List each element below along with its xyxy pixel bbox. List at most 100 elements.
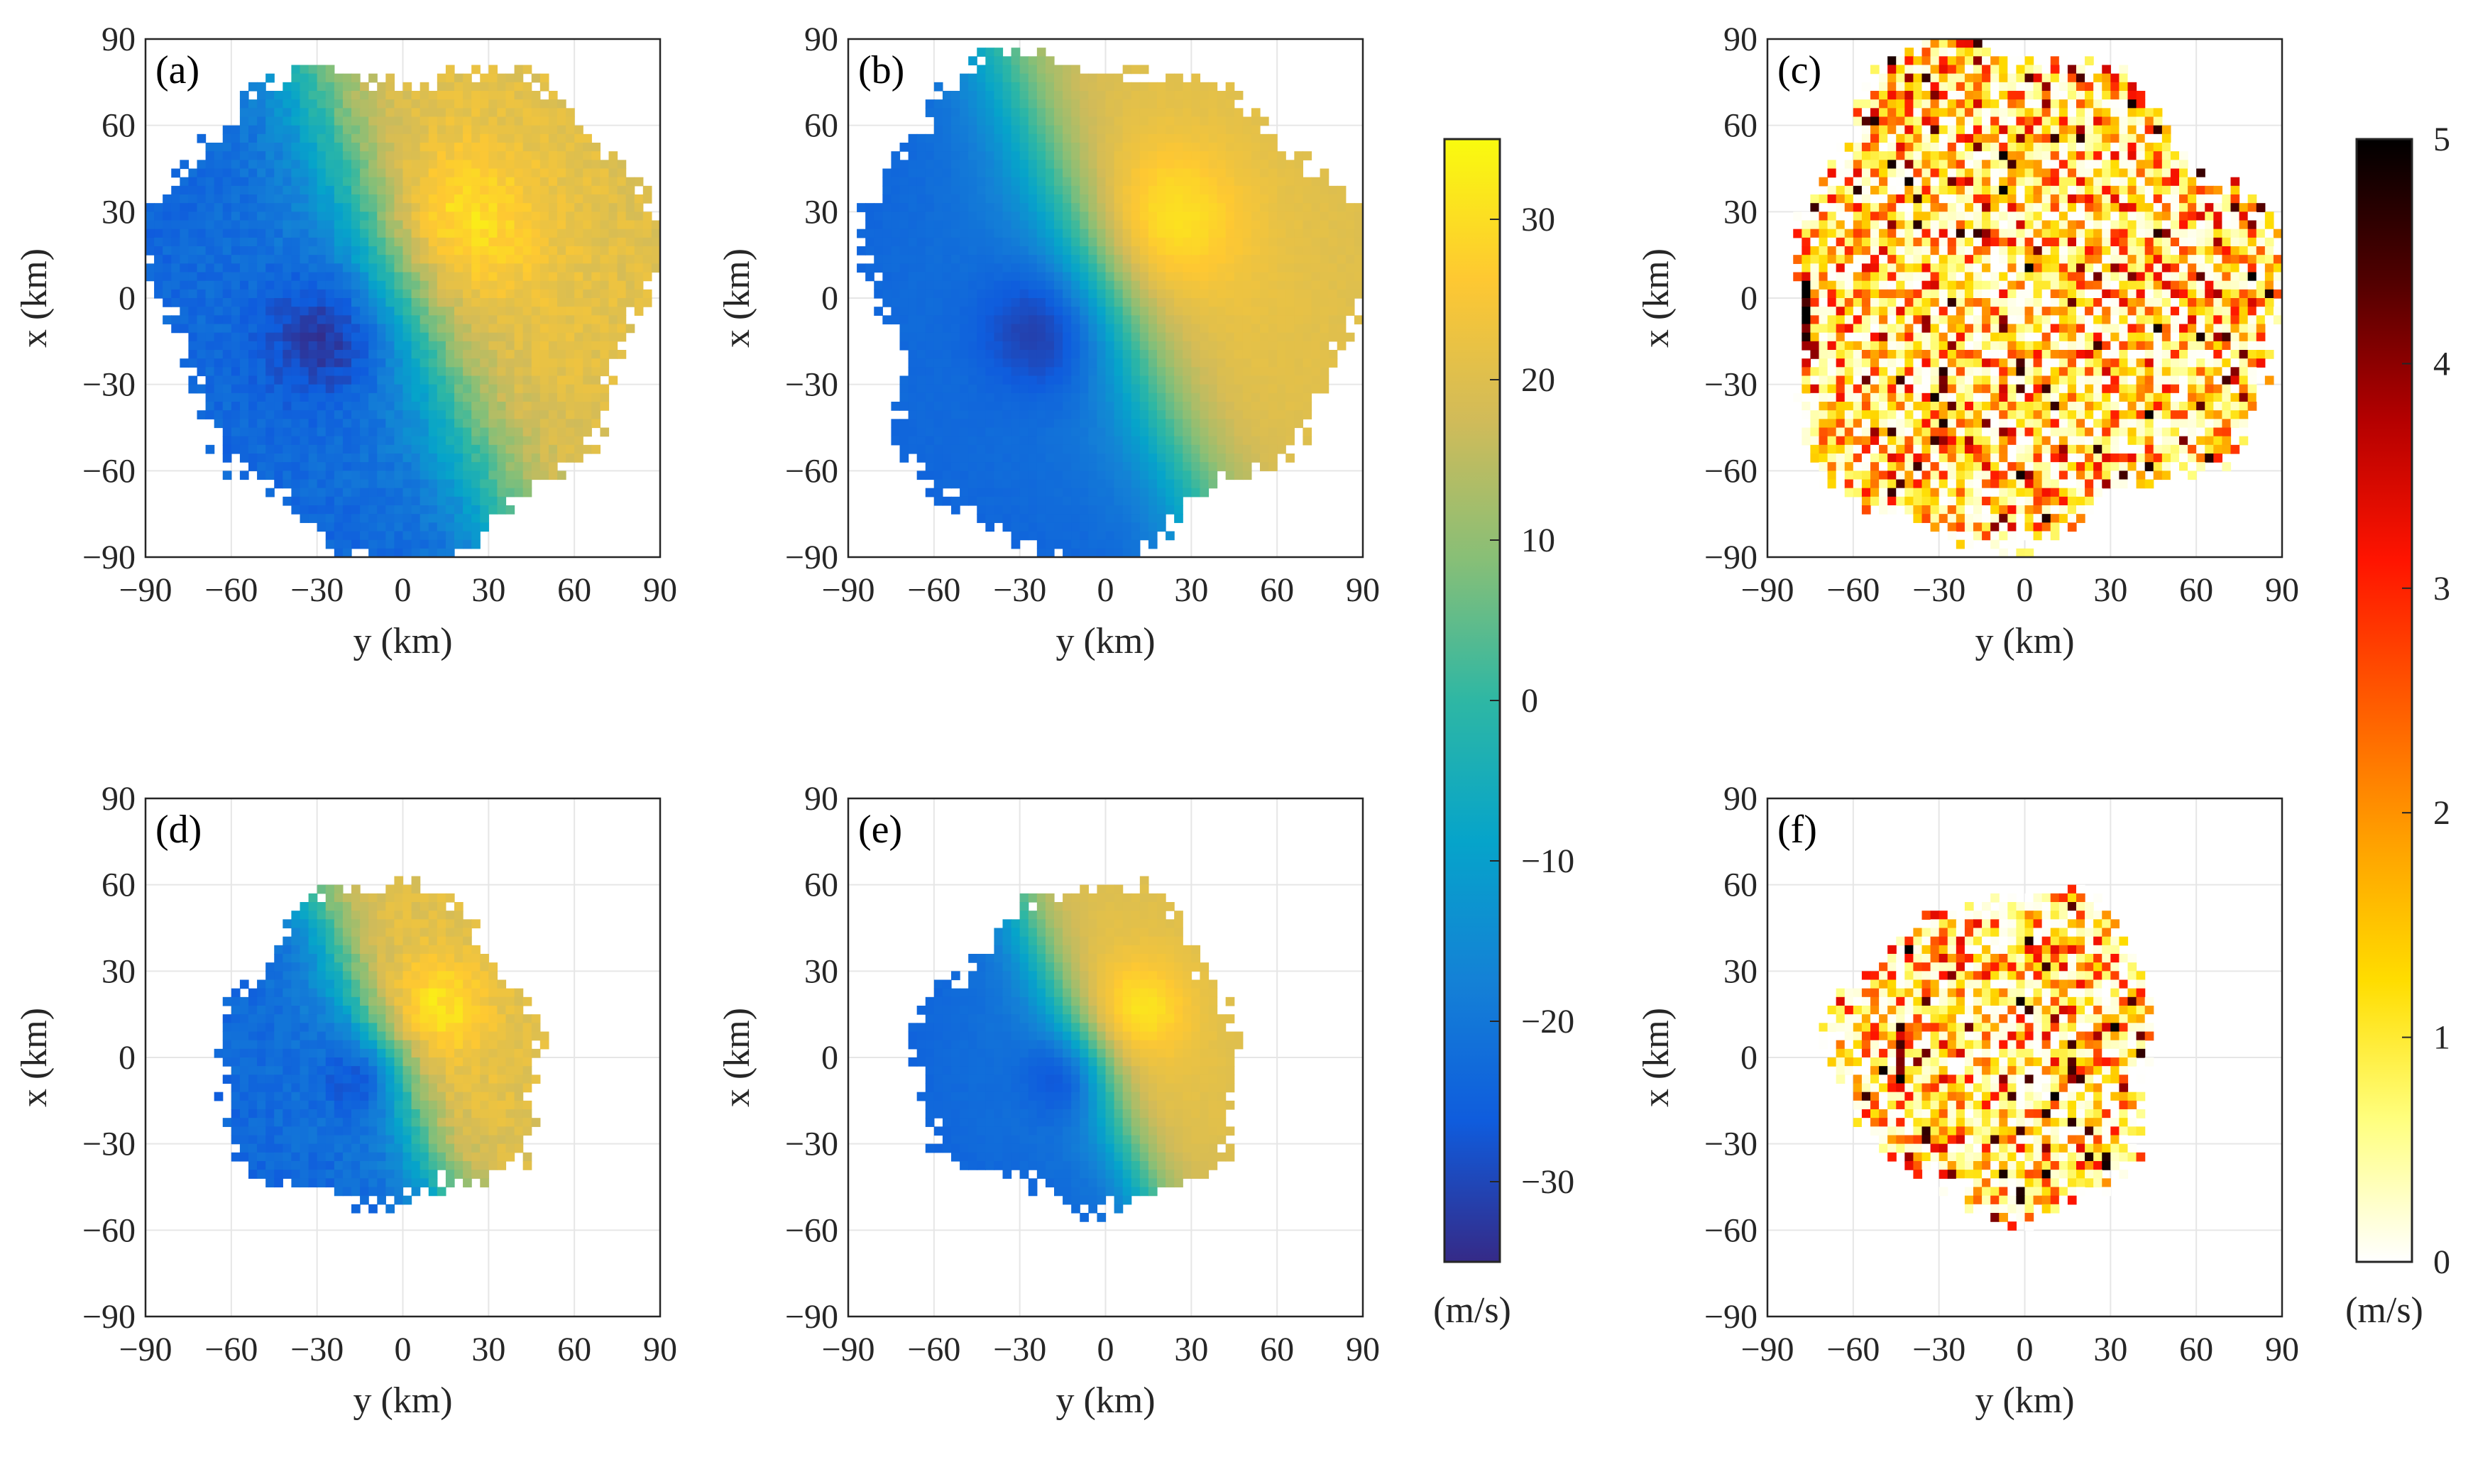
heatmap-cell [471,514,481,523]
heatmap-cell [351,246,361,255]
heatmap-cell [951,211,960,221]
heatmap-cell [1097,410,1107,419]
heatmap-cell [480,454,489,463]
heatmap-cell [205,211,215,221]
heatmap-cell [908,160,918,170]
heatmap-cell [334,479,344,489]
heatmap-cell [411,505,421,515]
heatmap-cell [994,410,1004,419]
heatmap-cell [566,203,575,212]
heatmap-cell [334,177,344,187]
heatmap-cell [402,454,412,463]
heatmap-cell [394,203,404,212]
heatmap-cell [1019,419,1029,429]
heatmap-cell [539,143,549,152]
heatmap-cell [437,402,446,411]
heatmap-cell [1105,116,1115,126]
heatmap-cell [916,384,926,394]
heatmap-cell [1131,246,1141,255]
heatmap-cell [1242,298,1252,307]
heatmap-cell [960,496,969,506]
heatmap-cell [283,151,292,160]
heatmap-cell [317,496,327,506]
heatmap-cell [394,133,404,143]
heatmap-cell [1002,341,1012,351]
heatmap-cell [1019,298,1029,307]
heatmap-cell [1234,143,1244,152]
heatmap-cell [1260,410,1269,419]
heatmap-cell [1131,229,1141,238]
heatmap-cell [463,263,472,273]
heatmap-cell [1139,99,1149,109]
heatmap-cell [882,298,892,307]
heatmap-cell [1277,246,1286,255]
heatmap-cell [463,160,472,170]
heatmap-cell [1200,143,1210,152]
heatmap-cell [1225,462,1235,471]
heatmap-cell [411,410,421,419]
heatmap-cell [283,315,292,325]
heatmap-cell [480,194,489,204]
heatmap-cell [454,246,464,255]
heatmap-cell [214,307,224,316]
heatmap-cell [188,289,198,299]
heatmap-cell [874,289,883,299]
heatmap-cell [925,341,935,351]
heatmap-cell [1234,307,1244,316]
heatmap-cell [402,229,412,238]
heatmap-cell [248,263,258,273]
heatmap-cell [566,211,575,221]
heatmap-cell [994,505,1004,515]
heatmap-cell [308,471,318,480]
heatmap-cell [899,272,909,282]
heatmap-cell [222,427,232,437]
heatmap-cell [1028,341,1038,351]
heatmap-cell [1028,280,1038,290]
heatmap-cell [385,263,395,273]
heatmap-cell [1337,246,1347,255]
heatmap-cell [351,392,361,402]
heatmap-cell [985,133,995,143]
heatmap-cell [1260,367,1269,377]
heatmap-cell [566,125,575,135]
heatmap-cell [608,289,618,299]
heatmap-cell [925,427,935,437]
heatmap-cell [420,410,429,419]
heatmap-cell [1063,229,1072,238]
heatmap-cell [385,220,395,230]
heatmap-cell [1097,444,1107,454]
heatmap-cell [985,402,995,411]
heatmap-cell [248,194,258,204]
heatmap-cell [1122,151,1132,160]
heatmap-cell [1191,479,1201,489]
heatmap-cell [428,488,438,498]
heatmap-cell [1157,116,1166,126]
heatmap-cell [334,341,344,351]
heatmap-cell [925,454,935,463]
heatmap-cell [1028,427,1038,437]
heatmap-cell [239,315,249,325]
heatmap-cell [1260,220,1269,230]
heatmap-cell [1234,367,1244,377]
heatmap-cell [1054,211,1063,221]
heatmap-cell [1071,211,1080,221]
heatmap-cell [402,289,412,299]
heatmap-cell [274,384,283,394]
heatmap-cell [908,203,918,212]
heatmap-cell [1080,402,1089,411]
heatmap-cell [985,280,995,290]
heatmap-cell [445,272,455,282]
heatmap-cell [342,177,352,187]
heatmap-cell [480,514,489,523]
heatmap-cell [1028,194,1038,204]
heatmap-cell [1183,203,1192,212]
heatmap-cell [1080,341,1089,351]
heatmap-cell [1183,255,1192,264]
heatmap-cell [1071,168,1080,178]
heatmap-cell [471,143,481,152]
heatmap-cell [325,255,335,264]
heatmap-cell [420,436,429,446]
heatmap-cell [1277,436,1286,446]
heatmap-cell [402,177,412,187]
heatmap-cell [1019,444,1029,454]
